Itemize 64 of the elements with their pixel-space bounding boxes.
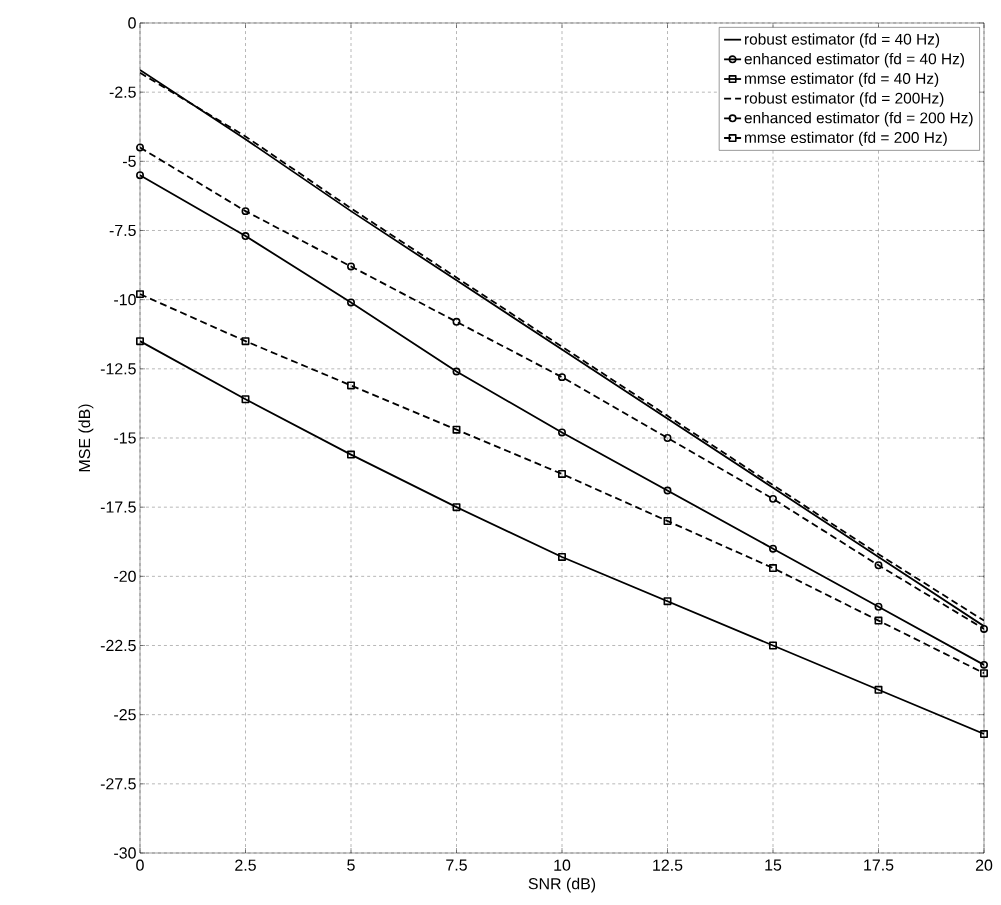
legend-label: mmse estimator (fd = 200 Hz) xyxy=(745,131,947,147)
y-tick-label: -25 xyxy=(114,709,136,721)
point xyxy=(980,624,988,633)
point xyxy=(663,597,672,606)
point xyxy=(347,262,355,271)
y-tick-label: -22.5 xyxy=(100,639,136,652)
legend-label: robust estimator (fd = 40 Hz) xyxy=(745,33,940,48)
y-tick-label: -2.5 xyxy=(109,86,136,98)
point xyxy=(769,544,777,553)
point xyxy=(769,494,777,503)
legend-label: robust estimator (fd = 200Hz) xyxy=(745,92,944,107)
y-tick-label: -30 xyxy=(114,847,136,859)
legend-label: mmse estimator (fd = 40 Hz) xyxy=(745,72,939,88)
point xyxy=(663,486,672,495)
x-tick-label: 0 xyxy=(136,859,144,871)
point xyxy=(136,290,144,299)
point xyxy=(452,503,461,512)
point xyxy=(241,337,250,346)
legend-label: enhanced estimator (fd = 40 Hz) xyxy=(744,53,965,68)
point xyxy=(558,552,566,561)
point xyxy=(347,381,355,390)
y-tick-label: -12.5 xyxy=(100,363,136,375)
y-tick-label: -27.5 xyxy=(100,778,136,790)
point xyxy=(769,564,777,573)
point xyxy=(452,425,461,434)
point xyxy=(136,337,144,346)
point xyxy=(663,517,672,525)
point xyxy=(874,616,883,625)
point xyxy=(347,450,355,459)
y-axis-title: MSE (dB) xyxy=(78,404,94,472)
point xyxy=(874,602,883,611)
x-tick-label: 12.5 xyxy=(653,859,683,871)
y-tick-label: -15 xyxy=(114,432,136,444)
point xyxy=(980,730,988,739)
point xyxy=(874,561,883,570)
point xyxy=(663,434,672,442)
x-tick-label: 20 xyxy=(975,859,993,871)
point xyxy=(558,373,566,382)
y-tick-label: -10 xyxy=(114,294,136,306)
point xyxy=(452,317,461,326)
point xyxy=(980,669,988,678)
x-tick-label: 2.5 xyxy=(235,859,256,871)
point xyxy=(558,469,566,478)
point xyxy=(452,367,461,376)
point xyxy=(241,207,250,216)
point xyxy=(769,641,777,650)
x-tick-label: 17.5 xyxy=(864,859,894,871)
legend-label: enhanced estimator (fd = 200 Hz) xyxy=(744,112,973,127)
x-tick-label: 7.5 xyxy=(446,859,467,871)
y-tick-label: -7.5 xyxy=(109,224,136,237)
y-tick-label: 0 xyxy=(128,17,136,29)
y-tick-label: -17.5 xyxy=(100,501,136,513)
point xyxy=(136,143,144,152)
point xyxy=(241,232,250,241)
point xyxy=(874,685,883,694)
point xyxy=(347,298,355,307)
x-tick-label: 10 xyxy=(554,859,571,871)
y-tick-label: -20 xyxy=(114,570,136,582)
y-tick-label: -5 xyxy=(123,155,136,167)
point xyxy=(558,428,566,437)
point xyxy=(241,395,250,404)
x-tick-label: 5 xyxy=(347,859,355,871)
x-axis-title: SNR (dB) xyxy=(528,877,596,893)
x-tick-label: 15 xyxy=(765,859,782,871)
